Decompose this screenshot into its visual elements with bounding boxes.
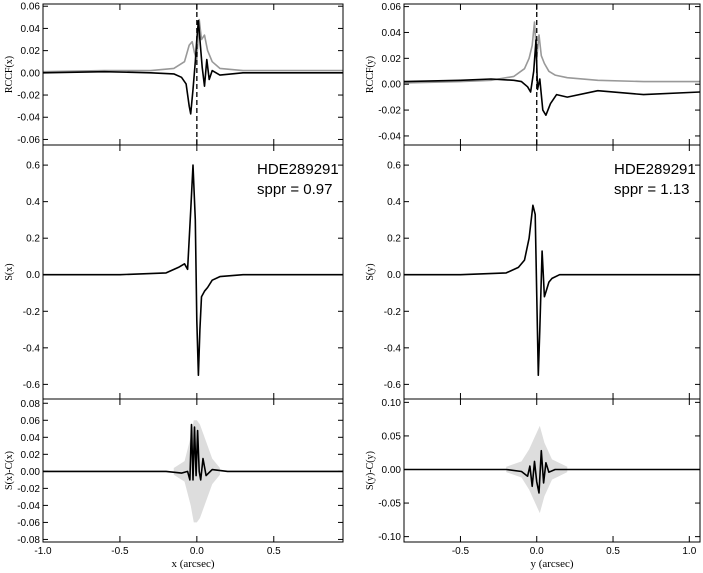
series-line-bl-0 xyxy=(43,423,343,481)
y-tick-label-bl-4: 0.00 xyxy=(21,467,41,478)
x-axis-label-br: y (arcsec) xyxy=(530,558,573,570)
y-tick-label-tl-5: -0.04 xyxy=(17,113,40,124)
annotation-mr-0: HDE289291 xyxy=(614,161,696,178)
y-tick-label-mr-2: 0.2 xyxy=(387,234,401,245)
x-tick-label-br-2: 0.5 xyxy=(606,546,620,557)
y-tick-label-ml-4: -0.2 xyxy=(23,307,41,318)
y-axis-label-ml: S(x) xyxy=(4,263,15,280)
x-tick-label-bl-0: -1.0 xyxy=(34,546,52,557)
y-axis-label-tr: RCCF(y) xyxy=(365,56,376,93)
x-tick-label-bl-1: -0.5 xyxy=(111,546,129,557)
y-tick-label-tr-2: 0.02 xyxy=(382,54,402,65)
y-tick-label-br-0: 0.10 xyxy=(382,398,402,409)
y-tick-label-mr-0: 0.6 xyxy=(387,161,401,172)
axes-frame-bl xyxy=(42,398,344,543)
panel-ml: 0.6 0.4 0.2 0.0 -0.2 -0.4 -0.6 S(x) HDE289291 spp… xyxy=(4,144,344,400)
annotation-ml-0: HDE289291 xyxy=(257,161,339,178)
y-tick-label-ml-6: -0.6 xyxy=(23,380,41,391)
y-tick-label-mr-1: 0.4 xyxy=(387,197,401,208)
y-tick-label-br-4: -0.10 xyxy=(378,532,401,543)
panel-tl: 0.06 0.04 0.02 0.00 -0.02 -0.04 -0.06 RCCF(x) xyxy=(4,2,344,146)
uncertainty-band-br xyxy=(506,425,568,514)
y-tick-label-tl-6: -0.06 xyxy=(17,135,40,146)
y-tick-label-bl-0: 0.08 xyxy=(21,399,41,410)
x-tick-label-bl-3: 0.5 xyxy=(267,546,281,557)
y-axis-label-bl: S(x)-C(x) xyxy=(4,451,15,490)
y-axis-label-tl: RCCF(x) xyxy=(4,56,15,93)
series-line-ml-0 xyxy=(43,164,343,377)
y-tick-label-mr-6: -0.6 xyxy=(384,380,402,391)
y-tick-label-tl-4: -0.02 xyxy=(17,91,40,102)
y-tick-label-ml-0: 0.6 xyxy=(26,161,40,172)
axes-frame-br xyxy=(403,398,701,543)
y-axis-label-mr: S(y) xyxy=(365,263,376,280)
series-line-tr-0 xyxy=(403,21,700,84)
annotation-ml-1: sppr = 0.97 xyxy=(257,181,332,198)
panel-tr: 0.06 0.04 0.02 0.00 -0.02 -0.04 RCCF(y) xyxy=(365,2,701,146)
y-tick-label-ml-5: -0.4 xyxy=(23,343,41,354)
series-line-tl-0 xyxy=(42,18,343,73)
y-tick-label-tl-2: 0.02 xyxy=(21,46,41,57)
series-line-tl-1 xyxy=(42,19,343,115)
series-line-mr-0 xyxy=(404,204,700,377)
y-tick-label-tl-3: 0.00 xyxy=(21,68,41,79)
series-line-tr-1 xyxy=(403,39,701,116)
panel-mr: 0.6 0.4 0.2 0.0 -0.2 -0.4 -0.6 S(y) HDE289291 spp… xyxy=(365,144,701,400)
y-tick-label-bl-1: 0.06 xyxy=(21,416,41,427)
y-tick-label-bl-2: 0.04 xyxy=(21,433,41,444)
y-tick-label-mr-3: 0.0 xyxy=(387,270,401,281)
x-axis-label-bl: x (arcsec) xyxy=(171,558,214,570)
y-tick-label-ml-3: 0.0 xyxy=(26,270,40,281)
y-tick-label-bl-5: -0.02 xyxy=(17,484,40,495)
y-tick-label-ml-1: 0.4 xyxy=(26,197,40,208)
y-tick-label-bl-6: -0.04 xyxy=(17,501,40,512)
y-tick-label-tl-0: 0.06 xyxy=(21,2,41,13)
y-tick-label-tr-1: 0.04 xyxy=(382,28,402,39)
x-tick-label-br-1: 0.0 xyxy=(530,546,544,557)
y-tick-label-tr-5: -0.04 xyxy=(378,131,401,142)
x-tick-label-bl-2: 0.0 xyxy=(190,546,204,557)
y-tick-label-bl-3: 0.02 xyxy=(21,450,41,461)
y-tick-label-mr-4: -0.2 xyxy=(384,307,402,318)
y-tick-label-br-3: -0.05 xyxy=(378,499,401,510)
y-tick-label-bl-8: -0.08 xyxy=(17,535,40,546)
y-tick-label-tr-0: 0.06 xyxy=(382,2,402,13)
y-tick-label-tr-3: 0.00 xyxy=(382,80,402,91)
y-tick-label-br-1: 0.05 xyxy=(382,431,402,442)
y-tick-label-tr-4: -0.02 xyxy=(378,106,401,117)
y-tick-label-tl-1: 0.04 xyxy=(21,24,41,35)
y-axis-label-br: S(y)-C(y) xyxy=(365,451,376,490)
x-tick-label-br-0: -0.5 xyxy=(452,546,470,557)
y-tick-label-bl-7: -0.06 xyxy=(17,518,40,529)
axes-frame-tr xyxy=(403,3,701,146)
panel-bl: 0.08 0.06 0.04 0.02 0.00 -0.02 -0.04 -0.06 -0.08… xyxy=(4,398,344,570)
panel-br: 0.10 0.05 0.00 -0.05 -0.10 -0.5 0.0 0.5 1.0 S(y)-… xyxy=(365,398,701,570)
annotation-mr-1: sppr = 1.13 xyxy=(614,181,689,198)
y-tick-label-br-2: 0.00 xyxy=(382,465,402,476)
axes-frame-tl xyxy=(42,3,344,146)
y-tick-label-ml-2: 0.2 xyxy=(26,234,40,245)
x-tick-label-br-3: 1.0 xyxy=(682,546,696,557)
series-line-br-0 xyxy=(404,449,700,494)
y-tick-label-mr-5: -0.4 xyxy=(384,343,402,354)
